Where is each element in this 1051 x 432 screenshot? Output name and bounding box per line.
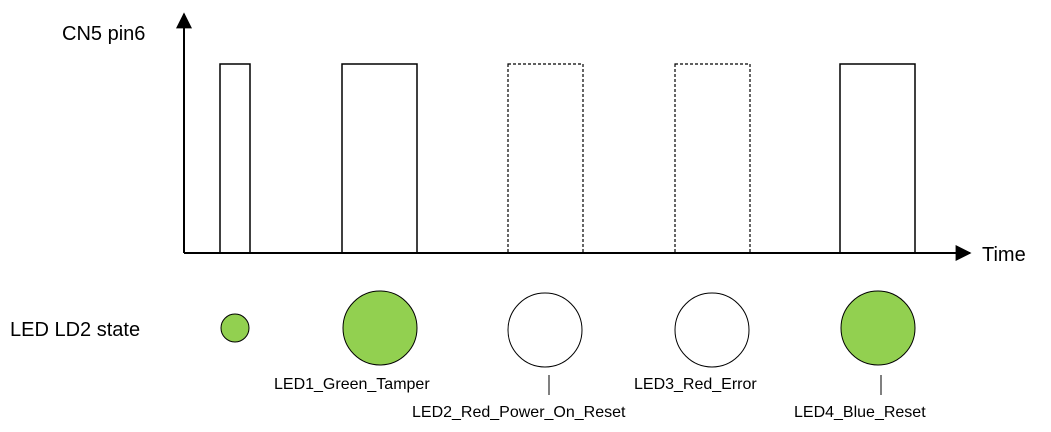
pulse-0 [219, 63, 251, 254]
led3-label: LED3_Red_Error [634, 376, 757, 393]
led2-circle [507, 292, 583, 368]
led-indicator-circle [220, 313, 250, 343]
led4-circle [840, 290, 916, 366]
pulse-3 [674, 63, 751, 254]
pulse-4 [839, 63, 916, 254]
led1-circle [342, 290, 418, 366]
led1-label: LED1_Green_Tamper [274, 376, 430, 393]
pulse-1 [341, 63, 418, 254]
y-axis-label: CN5 pin6 [62, 23, 145, 45]
led4-label: LED4_Blue_Reset [794, 404, 926, 421]
led3-circle [674, 292, 750, 368]
led2-label: LED2_Red_Power_On_Reset [412, 404, 626, 421]
state-row-label: LED LD2 state [10, 319, 140, 341]
x-axis-label: Time [982, 244, 1026, 266]
pulse-2 [507, 63, 584, 254]
